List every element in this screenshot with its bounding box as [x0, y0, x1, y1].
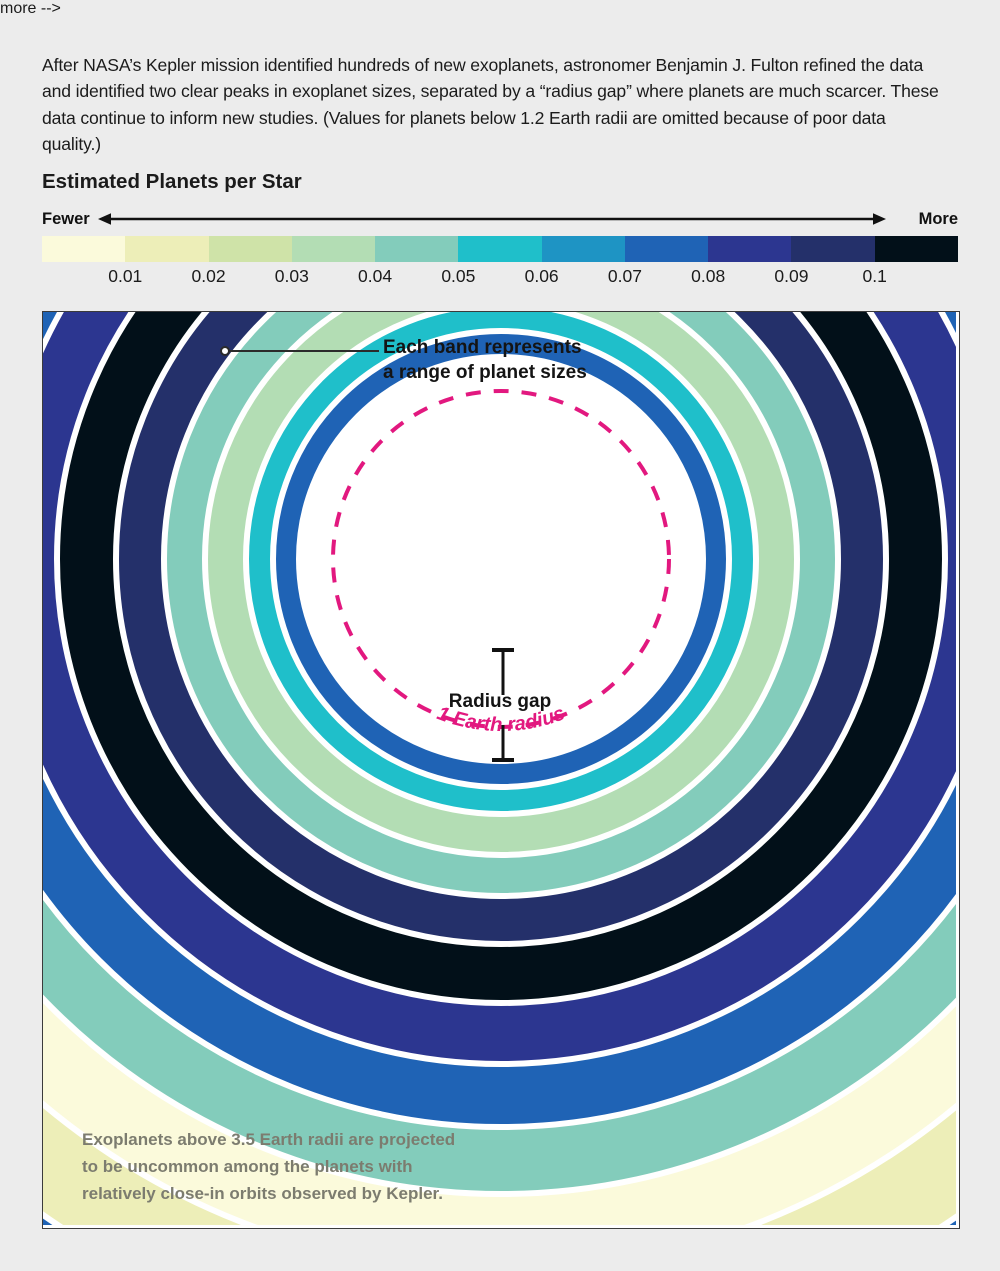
legend-double-arrow-icon	[97, 210, 912, 228]
legend-tick-0.01: 0.01	[108, 266, 143, 286]
ring-chart-svg: 1 Earth radius	[43, 312, 956, 1225]
legend-direction-row: Fewer More	[42, 207, 958, 231]
legend-swatch-5	[458, 236, 542, 262]
ring-chart: 1 Earth radius	[42, 311, 960, 1229]
legend-color-ramp	[42, 236, 958, 262]
legend-tick-0.07: 0.07	[607, 266, 642, 286]
legend-swatch-1	[125, 236, 209, 262]
annotation-each-band-line2: a range of planet sizes	[383, 361, 587, 383]
legend-swatch-10	[874, 236, 958, 262]
legend-tick-0.03: 0.03	[274, 266, 309, 286]
annotation-each-band-line1: Each band represents	[383, 337, 582, 358]
legend-swatch-7	[624, 236, 709, 262]
legend-tick-0.06: 0.06	[524, 266, 559, 286]
legend-swatch-4	[375, 236, 459, 262]
legend-swatch-8	[708, 236, 792, 262]
legend-tick-0.09: 0.09	[774, 266, 809, 286]
legend-tick-0.1: 0.1	[862, 266, 887, 286]
intro-paragraph: After NASA’s Kepler mission identified h…	[42, 54, 939, 155]
each-band-leader-line	[220, 346, 379, 356]
annotation-bottom-line3: relatively close-in orbits observed by K…	[82, 1184, 443, 1203]
earth-radius-arc	[331, 389, 671, 729]
legend-swatch-2	[208, 236, 292, 262]
legend-swatch-6	[541, 236, 625, 262]
legend-swatch-0	[42, 236, 126, 262]
legend-tick-0.04: 0.04	[358, 266, 393, 286]
annotation-bottom-line2: to be uncommon among the planets with	[82, 1157, 413, 1176]
legend-low-label: Fewer	[42, 209, 90, 228]
each-band-leader-dot	[220, 346, 230, 356]
legend-swatch-3	[291, 236, 376, 262]
legend-tick-0.02: 0.02	[191, 266, 226, 286]
ring-core-omitted	[299, 357, 703, 761]
legend-tick-0.08: 0.08	[691, 266, 726, 286]
annotation-bottom-line1: Exoplanets above 3.5 Earth radii are pro…	[82, 1130, 456, 1149]
legend-swatch-9	[791, 236, 875, 262]
annotation-bottom-note: Exoplanets above 3.5 Earth radii are pro…	[82, 1126, 455, 1207]
radius-gap-bracket	[492, 648, 514, 762]
annotation-each-band: Each band represents a range of planet s…	[383, 336, 587, 385]
legend-title: Estimated Planets per Star	[42, 170, 302, 193]
legend-tick-0.05: 0.05	[441, 266, 476, 286]
legend-high-label: More	[918, 209, 958, 228]
annotation-radius-gap: Radius gap	[448, 691, 552, 712]
legend-tick-labels: 0.01 0.02 0.03 0.04 0.05 0.06 0.07 0.08 0.09 0.1	[42, 266, 958, 292]
